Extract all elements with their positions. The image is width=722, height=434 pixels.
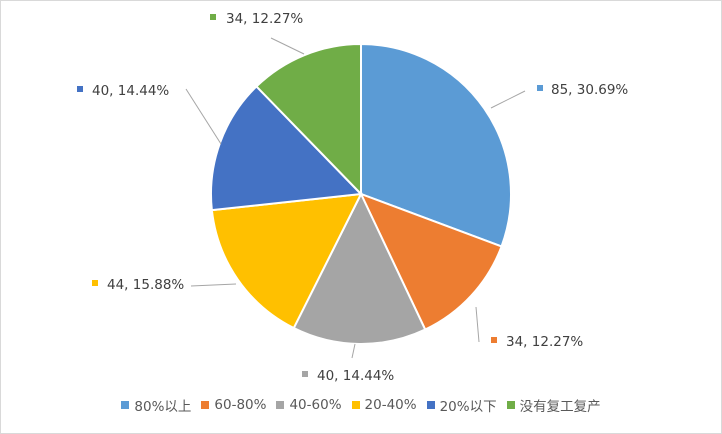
data-label-swatch-3 (302, 371, 308, 377)
pie-slice-3 (292, 191, 427, 345)
leader-line-4 (190, 283, 237, 287)
legend-swatch-6 (506, 401, 515, 409)
data-label-swatch-5 (77, 86, 83, 92)
data-label-swatch-4 (92, 280, 98, 286)
legend-label-6: 没有复工复产 (519, 399, 601, 415)
legend-swatch-1 (121, 401, 130, 409)
leader-line-6 (270, 37, 305, 55)
pie-slice-2 (359, 192, 503, 331)
legend-label-3: 40-60% (289, 397, 342, 413)
legend-label-1: 80%以上 (134, 399, 192, 415)
leader-line-3 (351, 343, 356, 359)
data-label-5: 40, 14.44% (92, 83, 169, 99)
legend-item-1: 80%以上 (121, 395, 191, 415)
leader-line-2 (475, 306, 480, 343)
legend-swatch-4 (351, 401, 360, 409)
data-label-swatch-2 (491, 337, 497, 343)
legend: 80%以上 60-80% 40-60% 20-40% 20%以下 没有复工复产 (1, 395, 721, 415)
legend-label-4: 20-40% (364, 397, 417, 413)
data-label-swatch-1 (537, 85, 543, 91)
pie-slice-4 (210, 192, 363, 330)
pie-slice-6 (255, 42, 362, 197)
data-label-1: 85, 30.69% (551, 82, 628, 98)
leader-line-5 (185, 88, 222, 145)
legend-item-3: 40-60% (276, 397, 342, 413)
legend-item-2: 60-80% (201, 397, 266, 413)
leader-line-1 (490, 90, 526, 109)
pie-slice-1 (360, 42, 512, 248)
legend-swatch-2 (201, 401, 210, 409)
legend-label-2: 60-80% (214, 397, 267, 413)
legend-item-5: 20%以下 (426, 395, 497, 415)
data-label-4: 44, 15.88% (107, 277, 184, 293)
legend-item-4: 20-40% (351, 397, 417, 413)
data-label-2: 34, 12.27% (506, 334, 583, 350)
legend-swatch-3 (276, 401, 285, 409)
data-label-3: 40, 14.44% (317, 368, 394, 384)
legend-label-5: 20%以下 (439, 399, 497, 415)
legend-item-6: 没有复工复产 (506, 395, 601, 415)
data-label-6: 34, 12.27% (226, 11, 303, 27)
data-label-swatch-6 (210, 14, 216, 20)
legend-swatch-5 (426, 401, 435, 409)
